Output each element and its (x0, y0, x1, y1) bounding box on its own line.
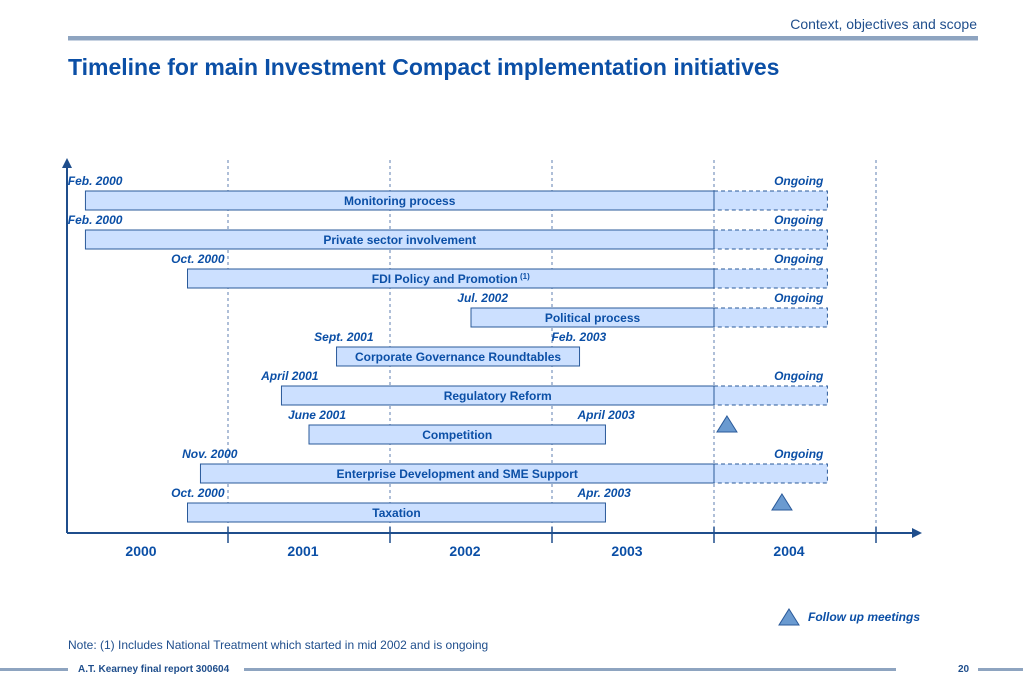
task-label: Monitoring process (344, 194, 456, 208)
section-title: Context, objectives and scope (790, 16, 977, 32)
follow-up-triangle-icon (778, 608, 800, 626)
ongoing-extension (713, 385, 828, 406)
task-bar (187, 502, 606, 523)
end-date-label: Ongoing (774, 447, 824, 461)
start-date-label: Oct. 2000 (171, 252, 225, 266)
start-date-label: Feb. 2000 (68, 174, 123, 188)
start-date-label: Jul. 2002 (457, 291, 508, 305)
end-date-label: Ongoing (774, 174, 824, 188)
x-tick-label: 2001 (287, 543, 318, 559)
task-bar (84, 229, 715, 250)
task-bar (308, 424, 606, 445)
x-tick-label: 2000 (125, 543, 156, 559)
task-label: Regulatory Reform (444, 389, 552, 403)
ongoing-extension (713, 190, 828, 211)
end-date-label: Feb. 2003 (552, 330, 607, 344)
ongoing-extension (713, 307, 828, 328)
task-label: Taxation (372, 506, 420, 520)
start-date-label: Feb. 2000 (68, 213, 123, 227)
start-date-label: Oct. 2000 (171, 486, 225, 500)
footer-report: A.T. Kearney final report 300604 (78, 664, 230, 675)
follow-up-triangle (771, 493, 793, 511)
task-bar (336, 346, 581, 367)
end-date-label: April 2003 (576, 408, 635, 422)
task-label: Private sector involvement (323, 233, 476, 247)
end-date-label: Ongoing (774, 252, 824, 266)
task-label: Enterprise Development and SME Support (337, 467, 578, 481)
page-number: 20 (958, 664, 970, 675)
x-axis-arrow (912, 528, 922, 538)
ongoing-extension (713, 463, 828, 484)
ongoing-extension (713, 268, 828, 289)
legend: Follow up meetings (778, 608, 920, 626)
task-label: Competition (422, 428, 492, 442)
x-tick-label: 2002 (449, 543, 480, 559)
task-label: FDI Policy and Promotion (1) (372, 272, 530, 286)
end-date-label: Ongoing (774, 213, 824, 227)
footer-rule (0, 668, 68, 671)
legend-label: Follow up meetings (808, 610, 921, 624)
x-tick-label: 2004 (773, 543, 804, 559)
start-date-label: June 2001 (288, 408, 346, 422)
follow-up-triangle (716, 415, 738, 433)
task-label: Political process (545, 311, 641, 325)
header-rule (68, 36, 978, 41)
footer-rule (244, 668, 896, 671)
footer-rule (978, 668, 1023, 671)
ongoing-extension (713, 229, 828, 250)
y-axis-arrow (62, 158, 72, 168)
start-date-label: April 2001 (260, 369, 319, 383)
page-title: Timeline for main Investment Compact imp… (68, 54, 780, 80)
end-date-label: Ongoing (774, 291, 824, 305)
end-date-label: Apr. 2003 (576, 486, 631, 500)
task-bar (470, 307, 715, 328)
task-bar (280, 385, 715, 406)
task-bar (199, 463, 715, 484)
x-tick-label: 2003 (611, 543, 642, 559)
footnote: Note: (1) Includes National Treatment wh… (68, 638, 489, 652)
start-date-label: Sept. 2001 (314, 330, 374, 344)
task-bar (84, 190, 715, 211)
start-date-label: Nov. 2000 (182, 447, 238, 461)
end-date-label: Ongoing (774, 369, 824, 383)
task-label: Corporate Governance Roundtables (355, 350, 561, 364)
task-bar (187, 268, 715, 289)
